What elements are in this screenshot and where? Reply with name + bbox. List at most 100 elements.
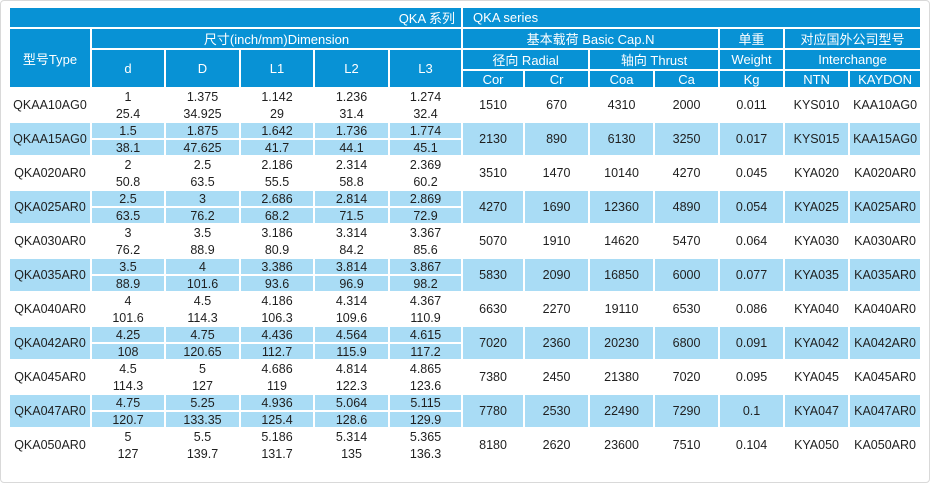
table-row: QKA042AR0 4.25 4.75 4.436 4.564 4.615 7020 2360… <box>8 325 923 361</box>
cell-D-mm: 47.625 <box>164 138 241 157</box>
subgroup-header-radial: 径向 Radial <box>461 48 591 71</box>
cell-D-inch: 5.5 <box>164 427 241 446</box>
cell-ntn: KYA050 <box>783 427 851 463</box>
cell-D-inch: 2.5 <box>164 155 241 174</box>
table-body: QKAA10AG0 1 1.375 1.142 1.236 1.274 1510 670 431… <box>8 87 923 463</box>
cell-type: QKA035AR0 <box>8 257 92 293</box>
table-row: QKA050AR0 5 5.5 5.186 5.314 5.365 8180 2620 2360… <box>8 427 923 463</box>
cell-cor: 6630 <box>461 291 526 327</box>
cell-d-mm: 25.4 <box>90 104 166 123</box>
cell-cor: 7020 <box>461 325 526 361</box>
cell-L2-mm: 84.2 <box>313 240 390 259</box>
cell-L3-inch: 1.774 <box>387 121 464 140</box>
cell-L2-inch: 4.314 <box>313 291 390 310</box>
cell-d-mm: 127 <box>90 444 166 463</box>
cell-kg: 0.086 <box>718 291 786 327</box>
cell-ca: 5470 <box>653 223 721 259</box>
cell-L2-inch: 4.814 <box>313 359 390 378</box>
cell-d-inch: 1.5 <box>90 121 166 140</box>
cell-L2-inch: 5.064 <box>313 393 390 412</box>
cell-kaydon: KA035AR0 <box>848 257 923 293</box>
table-row-mm: 101.6 114.3 106.3 109.6 110.9 <box>9 308 921 327</box>
cell-L3-inch: 4.367 <box>387 291 464 310</box>
cell-D-mm: 101.6 <box>164 274 241 293</box>
cell-cr: 1690 <box>523 189 591 225</box>
cell-coa: 23600 <box>588 427 656 463</box>
cell-D-mm: 133.35 <box>164 410 241 429</box>
cell-kg: 0.077 <box>718 257 786 293</box>
cell-type: QKA020AR0 <box>8 155 92 191</box>
col-header-weight-label: Weight <box>718 48 786 71</box>
cell-D-mm: 120.65 <box>164 342 241 361</box>
cell-ntn: KYS010 <box>783 87 851 123</box>
cell-D-inch: 3.5 <box>164 223 241 242</box>
cell-ca: 7510 <box>653 427 721 463</box>
col-header-kaydon: KAYDON <box>848 69 923 89</box>
cell-ntn: KYA035 <box>783 257 851 293</box>
cell-cr: 2270 <box>523 291 591 327</box>
cell-D-inch: 4.75 <box>164 325 241 344</box>
cell-L1-mm: 112.7 <box>239 342 315 361</box>
cell-d-inch: 2.5 <box>90 189 166 208</box>
cell-kg: 0.054 <box>718 189 786 225</box>
group-header-weight: 单重 <box>718 27 786 50</box>
series-title-en: QKA series <box>461 6 923 29</box>
cell-d-inch: 4.25 <box>90 325 166 344</box>
cell-d-inch: 5 <box>90 427 166 446</box>
cell-kaydon: KA047AR0 <box>848 393 923 429</box>
cell-L2-inch: 3.314 <box>313 223 390 242</box>
cell-L3-mm: 98.2 <box>387 274 464 293</box>
cell-D-inch: 5 <box>164 359 241 378</box>
cell-D-inch: 1.375 <box>164 87 241 106</box>
col-header-L1: L1 <box>239 48 315 89</box>
cell-D-mm: 76.2 <box>164 206 241 225</box>
cell-L2-inch: 3.814 <box>313 257 390 276</box>
cell-cr: 2620 <box>523 427 591 463</box>
table-row: QKA020AR0 2 2.5 2.186 2.314 2.369 3510 1470 1014… <box>8 155 923 191</box>
header-units-row: Cor Cr Coa Ca Kg NTN KAYDON <box>9 69 923 89</box>
cell-kaydon: KA045AR0 <box>848 359 923 395</box>
cell-cor: 3510 <box>461 155 526 191</box>
cell-kaydon: KA042AR0 <box>848 325 923 361</box>
cell-coa: 16850 <box>588 257 656 293</box>
cell-L1-inch: 1.642 <box>239 121 315 140</box>
cell-coa: 14620 <box>588 223 656 259</box>
cell-L1-mm: 41.7 <box>239 138 315 157</box>
cell-cor: 5070 <box>461 223 526 259</box>
cell-L1-mm: 93.6 <box>239 274 315 293</box>
cell-coa: 6130 <box>588 121 656 157</box>
cell-kg: 0.095 <box>718 359 786 395</box>
cell-cor: 1510 <box>461 87 526 123</box>
cell-ca: 6800 <box>653 325 721 361</box>
cell-ca: 7290 <box>653 393 721 429</box>
table-row: QKA040AR0 4 4.5 4.186 4.314 4.367 6630 2270 1911… <box>8 291 923 327</box>
series-title-row: QKA 系列 QKA series <box>7 6 923 29</box>
cell-coa: 20230 <box>588 325 656 361</box>
qka-series-spec-table: QKA 系列 QKA series 型号Type 尺寸(inch/mm)Dime… <box>7 6 923 463</box>
cell-d-mm: 114.3 <box>90 376 166 395</box>
cell-L3-mm: 110.9 <box>387 308 464 327</box>
cell-L1-inch: 2.186 <box>239 155 315 174</box>
cell-d-inch: 2 <box>90 155 166 174</box>
cell-ca: 6530 <box>653 291 721 327</box>
cell-L2-mm: 96.9 <box>313 274 390 293</box>
cell-kaydon: KA040AR0 <box>848 291 923 327</box>
cell-cr: 1910 <box>523 223 591 259</box>
col-header-type: 型号Type <box>8 27 92 89</box>
cell-L1-inch: 1.142 <box>239 87 315 106</box>
table-row: QKAA15AG0 1.5 1.875 1.642 1.736 1.774 2130 890 6… <box>8 121 923 157</box>
cell-kaydon: KAA15AG0 <box>848 121 923 157</box>
cell-L3-mm: 60.2 <box>387 172 464 191</box>
col-header-ntn: NTN <box>783 69 851 89</box>
cell-kg: 0.064 <box>718 223 786 259</box>
cell-type: QKA025AR0 <box>8 189 92 225</box>
cell-coa: 4310 <box>588 87 656 123</box>
cell-ca: 2000 <box>653 87 721 123</box>
col-header-D: D <box>164 48 241 89</box>
cell-L3-inch: 2.369 <box>387 155 464 174</box>
cell-L1-mm: 106.3 <box>239 308 315 327</box>
cell-d-mm: 50.8 <box>90 172 166 191</box>
subgroup-header-thrust: 轴向 Thrust <box>588 48 721 71</box>
cell-type: QKA047AR0 <box>8 393 92 429</box>
cell-L2-inch: 5.314 <box>313 427 390 446</box>
